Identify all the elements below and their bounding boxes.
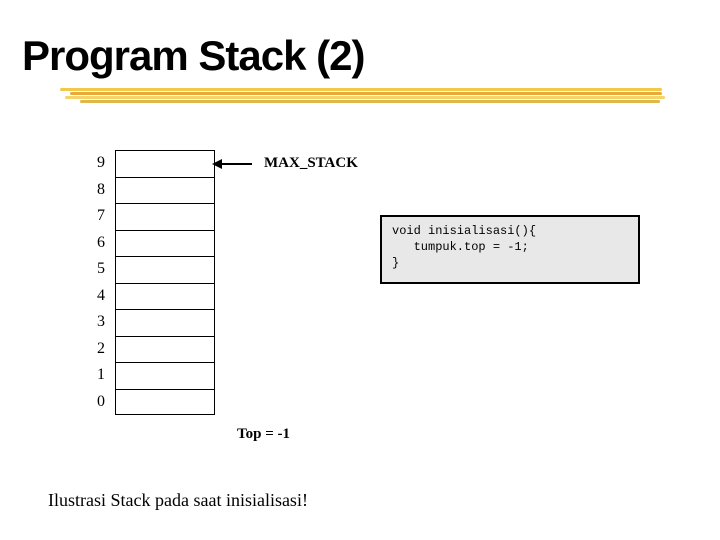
underline-stroke: [80, 100, 660, 103]
stack-cell: [115, 283, 215, 310]
stack-row: 3: [85, 309, 215, 336]
code-line: void inisialisasi(){: [392, 223, 628, 239]
top-label: Top = -1: [237, 426, 290, 443]
stack-cell: [115, 336, 215, 363]
stack-index: 8: [85, 181, 105, 199]
stack-cell: [115, 362, 215, 389]
stack-cell: [115, 203, 215, 230]
stack-cell: [115, 150, 215, 177]
underline-stroke: [60, 88, 662, 91]
stack-index: 5: [85, 260, 105, 278]
stack-row: 2: [85, 336, 215, 363]
stack-cell: [115, 389, 215, 416]
stack-index: 6: [85, 234, 105, 252]
slide-title: Program Stack (2): [22, 32, 364, 80]
maxstack-arrow: MAX_STACK: [222, 155, 358, 172]
stack-row: 7: [85, 203, 215, 230]
code-box: void inisialisasi(){ tumpuk.top = -1; }: [380, 215, 640, 284]
stack-index: 1: [85, 366, 105, 384]
stack-cell: [115, 230, 215, 257]
code-line: }: [392, 255, 628, 271]
stack-row: 1: [85, 362, 215, 389]
caption: Ilustrasi Stack pada saat inisialisasi!: [48, 490, 308, 511]
underline-stroke: [70, 92, 662, 95]
stack-index: 2: [85, 340, 105, 358]
stack-cell: [115, 177, 215, 204]
stack-index: 7: [85, 207, 105, 225]
stack-row: 4: [85, 283, 215, 310]
stack-row: 0: [85, 389, 215, 416]
arrow-head-icon: [212, 159, 222, 169]
underline-stroke: [65, 96, 665, 99]
stack-index: 0: [85, 393, 105, 411]
stack-index: 9: [85, 154, 105, 172]
stack-cell: [115, 309, 215, 336]
stack-row: 6: [85, 230, 215, 257]
arrow-line: [222, 163, 252, 165]
stack-diagram: 9 8 7 6 5 4 3 2 1 0: [85, 150, 215, 415]
stack-row: 9: [85, 150, 215, 177]
stack-index: 4: [85, 287, 105, 305]
title-underline: [60, 88, 672, 108]
stack-row: 8: [85, 177, 215, 204]
stack-index: 3: [85, 313, 105, 331]
stack-cell: [115, 256, 215, 283]
maxstack-label: MAX_STACK: [264, 155, 358, 172]
stack-row: 5: [85, 256, 215, 283]
code-line: tumpuk.top = -1;: [392, 239, 628, 255]
